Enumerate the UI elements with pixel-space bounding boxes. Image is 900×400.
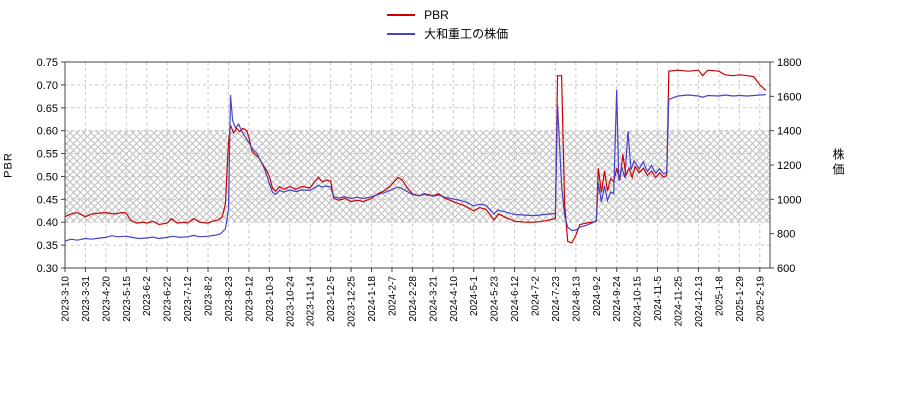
- legend-item-stock-price: 大和重工の株価: [387, 27, 508, 41]
- x-tick-label: 2024-12-13: [694, 276, 705, 328]
- x-tick-label: 2023-8-2: [204, 276, 215, 316]
- x-tick-label: 2024-7-23: [551, 276, 562, 322]
- right-tick-label: 1800: [777, 57, 801, 69]
- x-tick-label: 2023-12-25: [347, 276, 358, 328]
- x-tick-label: 2023-3-31: [81, 276, 92, 322]
- x-tick-label: 2024-9-2: [592, 276, 603, 316]
- x-tick-label: 2024-2-7: [387, 276, 398, 316]
- x-tick-label: 2024-5-23: [490, 276, 501, 322]
- x-tick-label: 2024-7-2: [531, 276, 542, 316]
- x-tick-label: 2024-11-5: [653, 276, 664, 321]
- x-tick-label: 2025-2-19: [755, 276, 766, 322]
- left-tick-label: 0.35: [37, 240, 58, 252]
- legend-label: 大和重工の株価: [424, 27, 509, 41]
- x-tick-label: 2023-8-23: [224, 276, 235, 322]
- left-tick-label: 0.70: [37, 80, 58, 92]
- x-tick-label: 2024-2-28: [408, 276, 419, 322]
- x-tick-label: 2023-4-20: [101, 276, 112, 322]
- legend-label: PBR: [424, 8, 449, 22]
- left-tick-label: 0.40: [37, 217, 58, 229]
- right-tick-label: 1400: [777, 126, 801, 138]
- x-tick-label: 2024-5-1: [469, 276, 480, 316]
- left-tick-label: 0.55: [37, 149, 58, 161]
- x-tick-label: 2023-12-5: [326, 276, 337, 322]
- left-tick-label: 0.65: [37, 103, 58, 115]
- x-tick-label: 2023-6-2: [142, 276, 153, 316]
- x-tick-label: 2023-10-24: [285, 276, 296, 328]
- stock-price-line: [64, 89, 766, 242]
- x-tick-label: 2025-1-29: [735, 276, 746, 322]
- legend-item-pbr: PBR: [387, 8, 508, 22]
- x-tick-label: 2024-1-18: [367, 276, 378, 322]
- x-tick-label: 2024-11-25: [674, 276, 685, 327]
- x-tick-label: 2023-10-3: [265, 276, 276, 322]
- legend-line-swatch: [387, 33, 416, 35]
- left-tick-label: 0.45: [37, 194, 58, 206]
- left-tick-label: 0.60: [37, 126, 58, 138]
- x-tick-label: 2024-4-10: [449, 276, 460, 322]
- right-tick-label: 800: [777, 229, 795, 241]
- x-tick-label: 2023-3-10: [61, 276, 72, 322]
- highlight-band: [65, 130, 770, 223]
- right-tick-label: 600: [777, 263, 795, 275]
- x-tick-label: 2024-9-24: [612, 276, 623, 322]
- left-tick-label: 0.75: [37, 57, 58, 69]
- x-tick-label: 2025-1-8: [714, 276, 725, 316]
- chart-legend: PBR 大和重工の株価: [387, 8, 508, 41]
- x-tick-label: 2024-8-13: [571, 276, 582, 322]
- x-tick-label: 2023-6-22: [163, 276, 174, 322]
- right-axis-title: 株価: [831, 148, 845, 178]
- x-tick-label: 2023-9-12: [244, 276, 255, 322]
- left-axis-title: PBR: [2, 152, 15, 178]
- left-tick-label: 0.50: [37, 171, 58, 183]
- pbr-line: [64, 69, 767, 244]
- x-tick-label: 2024-6-12: [510, 276, 521, 322]
- right-tick-label: 1000: [777, 194, 801, 206]
- right-tick-label: 1200: [777, 160, 801, 172]
- right-tick-label: 1600: [777, 91, 801, 103]
- left-tick-label: 0.30: [37, 263, 58, 275]
- x-tick-label: 2023-7-12: [183, 276, 194, 322]
- legend-line-swatch: [387, 14, 416, 16]
- x-tick-label: 2024-10-15: [633, 276, 644, 328]
- x-tick-label: 2024-3-21: [428, 276, 439, 322]
- x-tick-label: 2023-11-14: [306, 276, 317, 327]
- x-tick-label: 2023-5-15: [122, 276, 133, 322]
